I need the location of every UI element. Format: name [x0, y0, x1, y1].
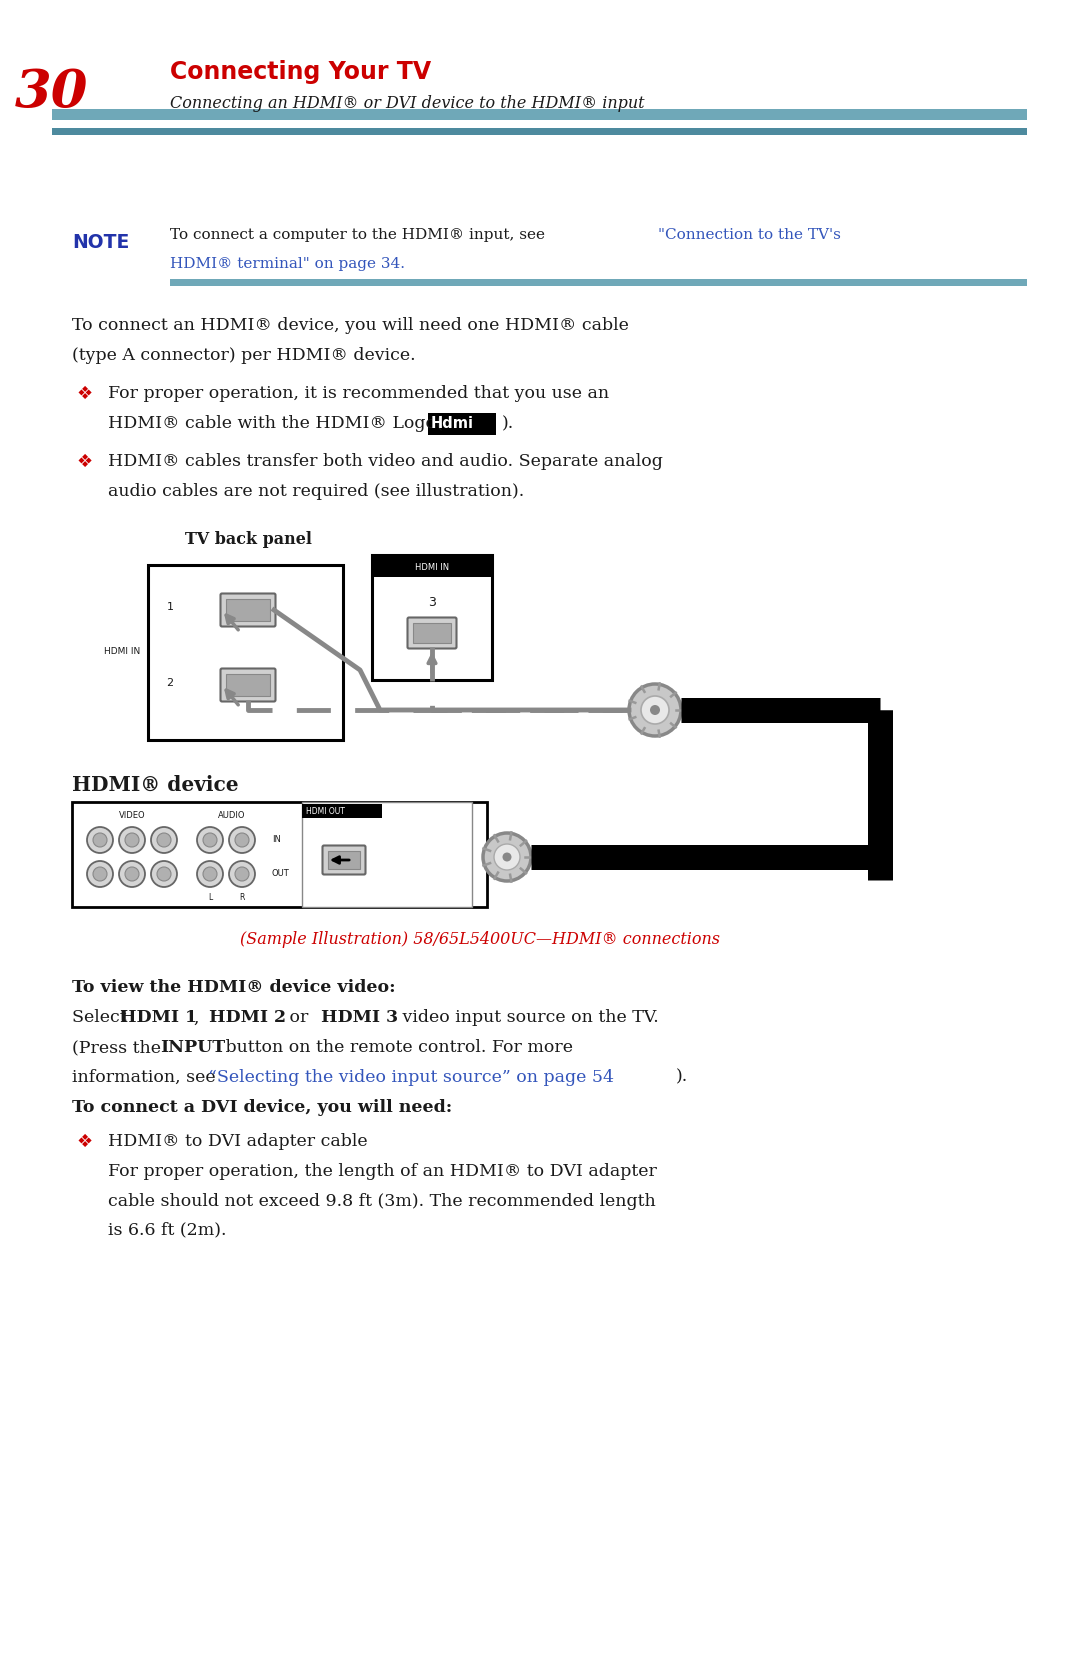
- Circle shape: [203, 867, 217, 882]
- Bar: [170, 278, 1027, 287]
- Text: To connect a computer to the HDMI® input, see: To connect a computer to the HDMI® input…: [170, 229, 550, 242]
- Bar: [52, 109, 1027, 119]
- Text: Connecting an HDMI® or DVI device to the HDMI® input: Connecting an HDMI® or DVI device to the…: [170, 96, 645, 113]
- Bar: [372, 555, 492, 679]
- Text: ).: ).: [676, 1069, 688, 1085]
- Text: R: R: [240, 893, 245, 903]
- Circle shape: [235, 867, 249, 882]
- Circle shape: [197, 827, 222, 853]
- Circle shape: [93, 833, 107, 847]
- Text: (type A connector) per HDMI® device.: (type A connector) per HDMI® device.: [72, 348, 416, 365]
- Bar: [148, 565, 343, 741]
- Text: “Selecting the video input source” on page 54: “Selecting the video input source” on pa…: [208, 1069, 615, 1085]
- Text: ❖: ❖: [77, 1133, 93, 1152]
- Text: "Connection to the TV's: "Connection to the TV's: [658, 229, 841, 242]
- Text: For proper operation, the length of an HDMI® to DVI adapter: For proper operation, the length of an H…: [108, 1163, 657, 1180]
- Text: To connect a DVI device, you will need:: To connect a DVI device, you will need:: [72, 1099, 453, 1115]
- Text: 3: 3: [428, 597, 436, 610]
- Text: 30: 30: [15, 66, 89, 118]
- Text: audio cables are not required (see illustration).: audio cables are not required (see illus…: [108, 484, 524, 500]
- Text: HDMI® device: HDMI® device: [72, 775, 239, 795]
- Text: For proper operation, it is recommended that you use an: For proper operation, it is recommended …: [108, 386, 609, 403]
- Text: information, see: information, see: [72, 1069, 221, 1085]
- Text: ❖: ❖: [77, 384, 93, 403]
- Circle shape: [203, 833, 217, 847]
- Text: HDMI® to DVI adapter cable: HDMI® to DVI adapter cable: [108, 1133, 367, 1150]
- Circle shape: [87, 862, 113, 886]
- Text: (Press the: (Press the: [72, 1039, 166, 1057]
- Text: TV back panel: TV back panel: [185, 532, 312, 548]
- Text: cable should not exceed 9.8 ft (3m). The recommended length: cable should not exceed 9.8 ft (3m). The…: [108, 1193, 656, 1210]
- FancyBboxPatch shape: [220, 668, 275, 701]
- Text: NOTE: NOTE: [72, 234, 130, 252]
- Circle shape: [650, 704, 660, 716]
- Text: HDMI 1: HDMI 1: [120, 1009, 198, 1026]
- Bar: [428, 413, 496, 436]
- Circle shape: [642, 696, 669, 724]
- Text: 2: 2: [166, 678, 174, 688]
- Text: or: or: [284, 1009, 314, 1026]
- Bar: [226, 598, 270, 621]
- Text: Connecting Your TV: Connecting Your TV: [170, 60, 431, 85]
- Circle shape: [151, 827, 177, 853]
- Circle shape: [157, 867, 171, 882]
- FancyBboxPatch shape: [323, 845, 365, 875]
- Text: (Sample Illustration) 58/65L5400UC—HDMI® connections: (Sample Illustration) 58/65L5400UC—HDMI®…: [240, 931, 720, 948]
- Text: AUDIO: AUDIO: [218, 812, 246, 820]
- Bar: [52, 128, 1027, 134]
- Circle shape: [119, 827, 145, 853]
- Text: OUT: OUT: [272, 870, 289, 878]
- Text: ).: ).: [502, 416, 514, 432]
- Text: video input source on the TV.: video input source on the TV.: [397, 1009, 659, 1026]
- Bar: [72, 802, 487, 906]
- Text: HDMI® cable with the HDMI® Logo(: HDMI® cable with the HDMI® Logo(: [108, 416, 443, 432]
- Text: IN: IN: [272, 835, 281, 845]
- Bar: [302, 802, 472, 906]
- Circle shape: [229, 827, 255, 853]
- Text: is 6.6 ft (2m).: is 6.6 ft (2m).: [108, 1221, 227, 1238]
- Circle shape: [93, 867, 107, 882]
- Circle shape: [197, 862, 222, 886]
- Text: Hdmi: Hdmi: [431, 416, 474, 431]
- Text: Select: Select: [72, 1009, 132, 1026]
- Bar: [302, 804, 382, 819]
- Bar: [328, 852, 360, 868]
- Text: HDMI 3: HDMI 3: [321, 1009, 399, 1026]
- Circle shape: [235, 833, 249, 847]
- Circle shape: [87, 827, 113, 853]
- Text: VIDEO: VIDEO: [119, 812, 146, 820]
- Text: L: L: [207, 893, 212, 903]
- Text: To view the HDMI® device video:: To view the HDMI® device video:: [72, 979, 395, 996]
- Circle shape: [157, 833, 171, 847]
- Text: HDMI 2: HDMI 2: [210, 1009, 286, 1026]
- Circle shape: [125, 833, 139, 847]
- Text: button on the remote control. For more: button on the remote control. For more: [220, 1039, 573, 1057]
- Text: To connect an HDMI® device, you will need one HDMI® cable: To connect an HDMI® device, you will nee…: [72, 316, 629, 333]
- Circle shape: [119, 862, 145, 886]
- Text: HDMI OUT: HDMI OUT: [306, 807, 345, 815]
- Circle shape: [125, 867, 139, 882]
- Text: 1: 1: [166, 601, 174, 611]
- Text: HDMI® terminal" on page 34.: HDMI® terminal" on page 34.: [170, 257, 405, 272]
- FancyBboxPatch shape: [407, 618, 457, 648]
- Text: HDMI IN: HDMI IN: [415, 562, 449, 572]
- Text: ❖: ❖: [77, 452, 93, 471]
- Circle shape: [494, 843, 519, 870]
- Circle shape: [502, 852, 512, 862]
- Text: INPUT: INPUT: [160, 1039, 225, 1057]
- Circle shape: [629, 684, 681, 736]
- Circle shape: [151, 862, 177, 886]
- Circle shape: [483, 833, 531, 882]
- Circle shape: [229, 862, 255, 886]
- Bar: [226, 674, 270, 696]
- Text: ,: ,: [194, 1009, 205, 1026]
- Bar: [372, 557, 492, 577]
- Text: HDMI IN: HDMI IN: [104, 648, 140, 656]
- FancyBboxPatch shape: [220, 593, 275, 626]
- Bar: [413, 623, 451, 643]
- Text: HDMI® cables transfer both video and audio. Separate analog: HDMI® cables transfer both video and aud…: [108, 454, 663, 471]
